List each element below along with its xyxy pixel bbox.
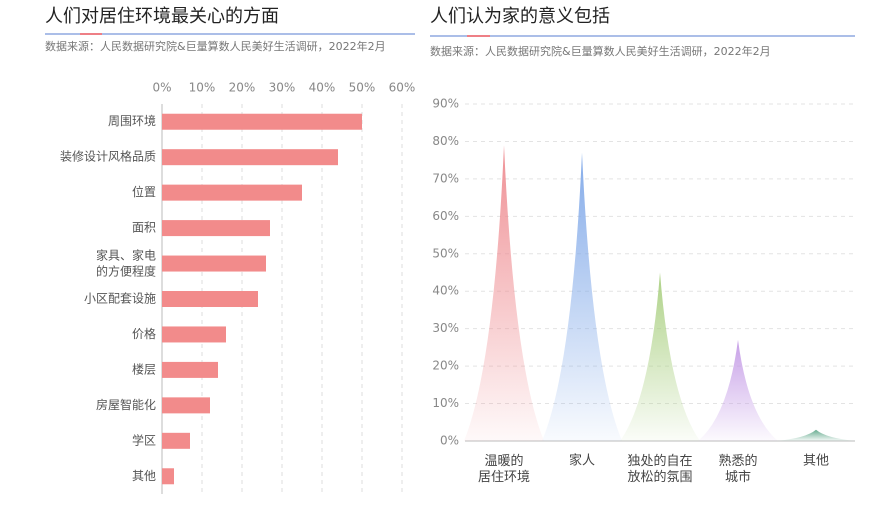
x-tick-label: 60% xyxy=(389,81,416,95)
source: 数据来源：人民数据研究院&巨量算数人民美好生活调研，2022年2月 xyxy=(430,44,771,58)
x-tick-label: 温暖的居住环境 xyxy=(478,453,530,485)
y-tick-label: 房屋智能化 xyxy=(96,397,156,412)
y-tick-label: 价格 xyxy=(132,326,156,341)
chart-title: 人们对居住环境最关心的方面 xyxy=(45,6,279,27)
y-tick-label: 家具、家电的方便程度 xyxy=(96,247,156,278)
y-tick-label: 30% xyxy=(432,321,459,335)
y-tick-label: 80% xyxy=(432,134,459,148)
y-tick-label: 其他 xyxy=(132,469,156,483)
y-tick-label: 周围环境 xyxy=(108,113,156,128)
spike xyxy=(698,339,778,441)
x-tick-label: 40% xyxy=(309,81,336,95)
x-tick-label: 20% xyxy=(229,81,256,95)
bar xyxy=(162,397,210,414)
x-tick-label: 50% xyxy=(349,81,376,95)
x-tick-label: 家人 xyxy=(569,453,595,469)
x-tick-label: 10% xyxy=(189,81,216,95)
spike xyxy=(776,429,856,441)
x-tick-label: 熟悉的城市 xyxy=(718,453,757,485)
y-tick-label: 装修设计风格品质 xyxy=(60,149,156,164)
spike xyxy=(620,272,700,441)
y-tick-label: 面积 xyxy=(132,221,156,235)
y-tick-label: 60% xyxy=(432,209,459,223)
chart-title: 人们认为家的意义包括 xyxy=(430,6,610,27)
bar xyxy=(162,326,226,343)
y-tick-label: 学区 xyxy=(132,432,156,447)
bar xyxy=(162,432,190,449)
y-tick-label: 40% xyxy=(432,284,459,298)
bar xyxy=(162,184,302,201)
bar xyxy=(162,255,266,272)
x-tick-label: 0% xyxy=(152,81,171,95)
y-tick-label: 位置 xyxy=(132,184,156,199)
bar xyxy=(162,291,258,307)
source: 数据来源：人民数据研究院&巨量算数人民美好生活调研，2022年2月 xyxy=(45,39,386,53)
bar xyxy=(162,468,174,485)
y-tick-label: 楼层 xyxy=(132,361,156,376)
spike xyxy=(542,152,622,441)
x-tick-label: 其他 xyxy=(803,454,829,469)
bar xyxy=(162,220,270,237)
y-tick-label: 小区配套设施 xyxy=(84,292,156,306)
x-tick-label: 独处的自在放松的氛围 xyxy=(627,453,692,485)
y-tick-label: 90% xyxy=(432,97,459,111)
y-tick-label: 0% xyxy=(440,434,459,448)
bar xyxy=(162,113,362,130)
y-tick-label: 50% xyxy=(432,246,459,260)
spike xyxy=(464,145,544,441)
y-tick-label: 10% xyxy=(432,396,459,410)
bar xyxy=(162,149,338,166)
bar xyxy=(162,361,218,378)
y-tick-label: 70% xyxy=(432,171,459,185)
x-tick-label: 30% xyxy=(269,81,296,95)
y-tick-label: 20% xyxy=(432,359,459,373)
